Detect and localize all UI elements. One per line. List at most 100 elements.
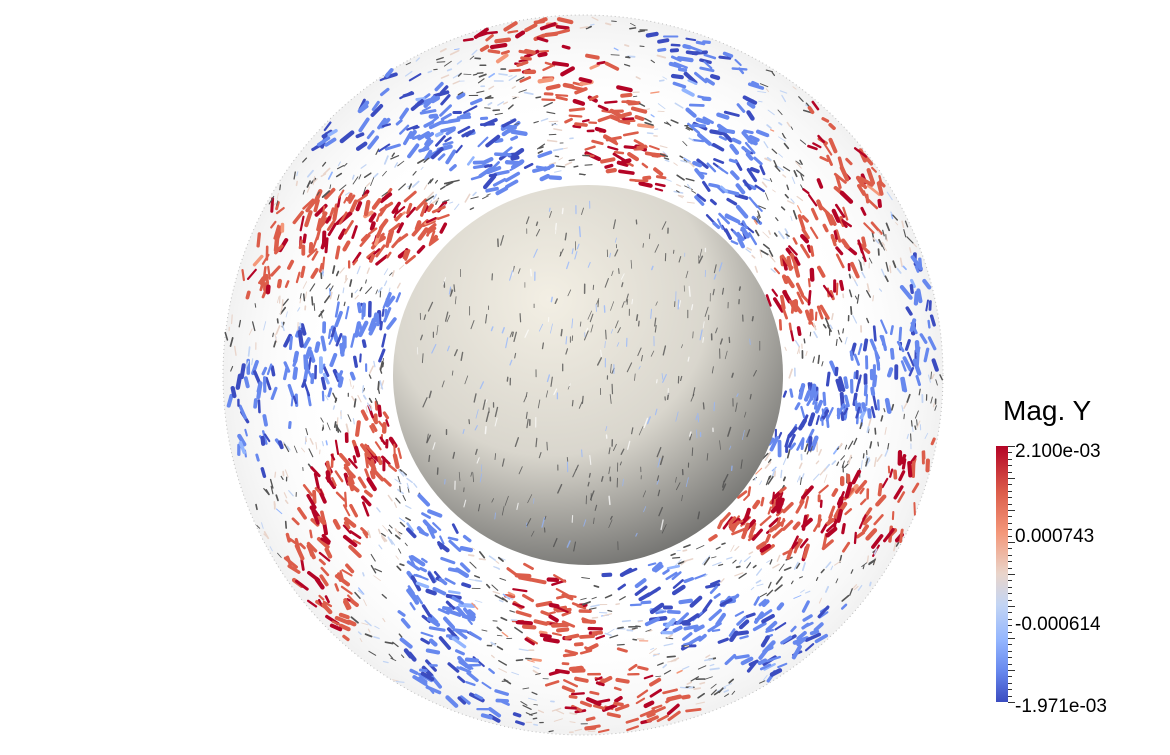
vector-glyph bbox=[680, 69, 686, 70]
legend-tick bbox=[1008, 529, 1012, 530]
vector-glyph bbox=[631, 605, 641, 606]
vector-glyph bbox=[355, 357, 357, 366]
vector-glyph bbox=[487, 32, 497, 33]
vector-glyph bbox=[542, 100, 554, 101]
vector-glyph bbox=[278, 319, 279, 323]
vector-glyph bbox=[606, 23, 611, 24]
vector-glyph bbox=[887, 400, 889, 412]
surface-glyph bbox=[422, 354, 423, 363]
vector-glyph bbox=[363, 312, 364, 319]
vector-glyph bbox=[800, 385, 803, 398]
vector-glyph bbox=[533, 718, 536, 719]
vector-glyph bbox=[581, 636, 593, 637]
legend-tick bbox=[1008, 568, 1012, 569]
vector-glyph bbox=[879, 183, 882, 194]
vector-glyph bbox=[540, 54, 546, 55]
surface-glyph bbox=[454, 285, 455, 292]
vector-glyph bbox=[485, 165, 491, 166]
vector-glyph bbox=[538, 603, 551, 605]
legend-colorbar bbox=[996, 446, 1008, 702]
vector-glyph bbox=[819, 180, 822, 187]
surface-glyph bbox=[740, 287, 741, 290]
vector-glyph bbox=[334, 406, 335, 409]
vector-glyph bbox=[323, 427, 324, 430]
vector-glyph bbox=[811, 247, 812, 255]
surface-glyph bbox=[619, 269, 620, 274]
vector-glyph bbox=[571, 668, 582, 669]
vector-glyph bbox=[795, 265, 798, 276]
vector-glyph bbox=[823, 119, 828, 121]
vector-glyph bbox=[310, 531, 311, 538]
vector-glyph bbox=[372, 223, 374, 228]
vector-glyph bbox=[867, 427, 868, 432]
vector-glyph bbox=[363, 386, 364, 393]
vector-glyph bbox=[264, 416, 266, 425]
vector-glyph bbox=[837, 284, 838, 295]
vector-glyph bbox=[874, 327, 875, 341]
surface-glyph bbox=[531, 270, 532, 276]
vector-glyph bbox=[641, 183, 651, 185]
vector-glyph bbox=[914, 503, 915, 515]
vector-glyph bbox=[572, 693, 584, 694]
vector-glyph bbox=[671, 64, 680, 66]
vector-glyph bbox=[238, 376, 240, 388]
vector-glyph bbox=[681, 601, 691, 603]
vector-glyph bbox=[866, 395, 867, 405]
vector-glyph bbox=[909, 463, 910, 476]
vector-glyph bbox=[790, 324, 791, 330]
vector-glyph bbox=[633, 639, 636, 640]
legend-tick bbox=[1008, 612, 1012, 613]
surface-glyph bbox=[714, 403, 715, 411]
vector-glyph bbox=[444, 608, 451, 609]
vector-glyph bbox=[574, 166, 578, 167]
surface-glyph bbox=[566, 337, 567, 344]
vector-glyph bbox=[866, 386, 867, 395]
vector-glyph bbox=[837, 381, 840, 390]
vector-glyph bbox=[480, 559, 486, 560]
vector-glyph bbox=[644, 178, 649, 179]
surface-glyph bbox=[556, 224, 557, 230]
vector-glyph bbox=[322, 337, 324, 349]
vector-glyph bbox=[492, 45, 505, 47]
vector-glyph bbox=[322, 242, 324, 248]
vector-glyph bbox=[784, 477, 785, 480]
vector-glyph bbox=[863, 404, 864, 410]
vector-glyph bbox=[616, 698, 621, 701]
vector-glyph bbox=[668, 697, 680, 700]
vector-glyph bbox=[608, 170, 615, 171]
vector-glyph bbox=[854, 373, 855, 379]
vector-glyph bbox=[323, 378, 325, 388]
vector-glyph bbox=[376, 415, 377, 422]
vector-glyph bbox=[916, 293, 917, 304]
vector-glyph bbox=[411, 671, 417, 674]
vector-glyph bbox=[818, 356, 819, 364]
vector-glyph bbox=[812, 270, 813, 280]
vector-glyph bbox=[846, 396, 848, 405]
vector-glyph bbox=[911, 286, 912, 293]
vector-glyph bbox=[810, 108, 813, 112]
vector-glyph bbox=[540, 19, 545, 21]
vector-glyph bbox=[268, 287, 269, 293]
legend-tick bbox=[1008, 472, 1012, 473]
surface-glyph bbox=[637, 315, 638, 320]
vector-glyph bbox=[591, 24, 595, 25]
vector-glyph bbox=[748, 154, 752, 158]
surface-glyph bbox=[639, 321, 640, 326]
vector-glyph bbox=[558, 629, 567, 630]
vector-glyph bbox=[326, 441, 327, 445]
vector-glyph bbox=[554, 63, 567, 65]
vector-glyph bbox=[263, 438, 264, 444]
vector-glyph bbox=[830, 125, 834, 128]
vector-glyph bbox=[273, 333, 274, 336]
vector-glyph bbox=[312, 297, 313, 305]
vector-glyph bbox=[656, 184, 664, 186]
surface-glyph bbox=[588, 482, 589, 486]
vector-glyph bbox=[343, 288, 344, 293]
vector-glyph bbox=[648, 133, 653, 134]
vector-glyph bbox=[934, 404, 935, 407]
vector-glyph bbox=[725, 54, 732, 57]
vector-glyph bbox=[622, 95, 630, 96]
vector-glyph bbox=[683, 550, 686, 551]
surface-glyph bbox=[693, 332, 694, 338]
vector-glyph bbox=[901, 530, 903, 542]
